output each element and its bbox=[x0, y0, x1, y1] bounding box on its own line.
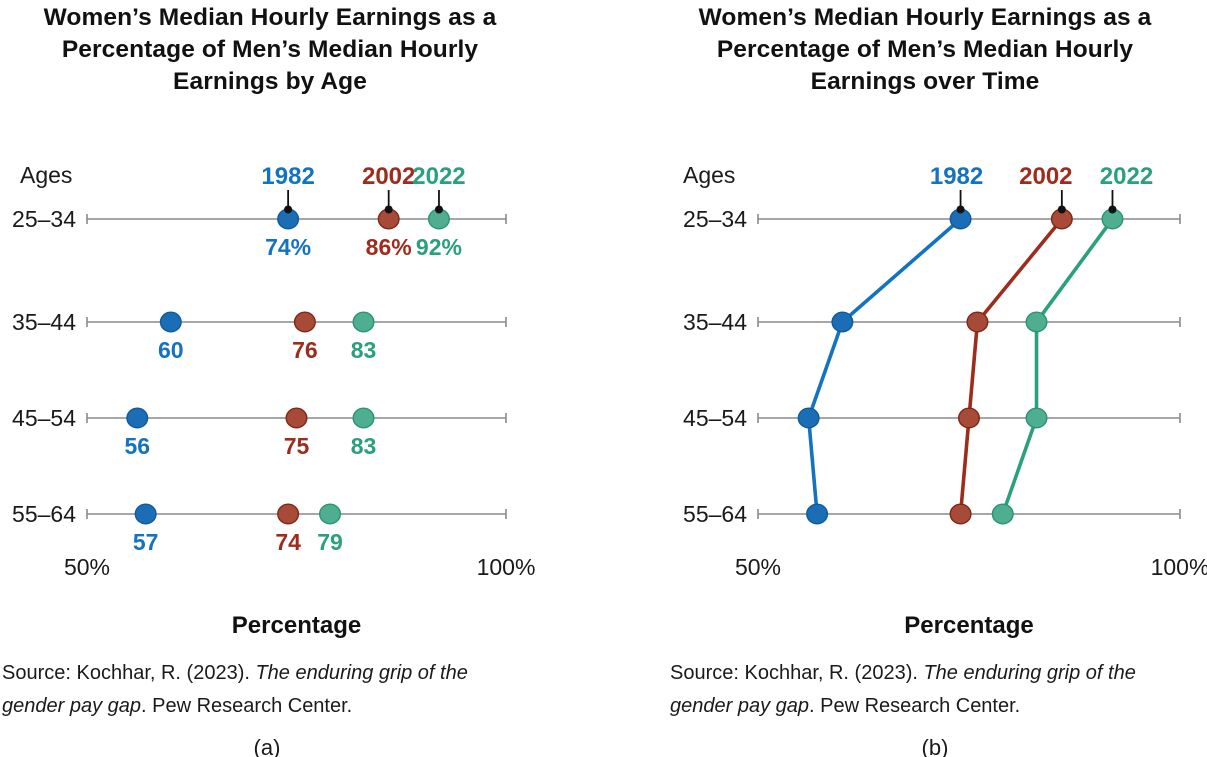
legend-leader-dot bbox=[1108, 205, 1117, 214]
panel-b: Ages 25–34 35–44 45–54 55–64 1982 2002 2022 50% 1… bbox=[683, 162, 1207, 639]
year-legend-label: 2022 bbox=[412, 163, 465, 190]
x-axis-title: Percentage bbox=[232, 612, 361, 639]
data-point bbox=[1025, 407, 1048, 429]
source-suffix: . Pew Research Center. bbox=[809, 695, 1021, 717]
data-point bbox=[319, 503, 342, 525]
age-group-label: 25–34 bbox=[12, 206, 76, 232]
x-tick-max: 100% bbox=[477, 554, 536, 580]
value-label: 75 bbox=[284, 433, 310, 459]
value-label: 86% bbox=[366, 234, 412, 260]
legend-leader-dot bbox=[434, 205, 443, 214]
chart-a-title: Women’s Median Hourly Earnings as a Perc… bbox=[43, 4, 497, 95]
age-group-label: 45–54 bbox=[12, 405, 76, 431]
source-suffix: . Pew Research Center. bbox=[141, 695, 353, 717]
age-group-label: 25–34 bbox=[683, 206, 747, 232]
data-point bbox=[949, 503, 972, 525]
age-group-label: 35–44 bbox=[12, 309, 76, 335]
data-point bbox=[806, 503, 829, 525]
data-point bbox=[293, 311, 316, 333]
year-legend-label: 2022 bbox=[1100, 163, 1153, 190]
chart-b-caption: (b) bbox=[921, 735, 949, 757]
age-group-label: 35–44 bbox=[683, 309, 747, 335]
data-point bbox=[352, 407, 375, 429]
legend-leader-dot bbox=[384, 205, 393, 214]
data-point bbox=[352, 311, 375, 333]
x-tick-max: 100% bbox=[1151, 554, 1207, 580]
value-label: 92% bbox=[416, 234, 462, 260]
value-label: 83 bbox=[351, 337, 377, 363]
value-label: 57 bbox=[133, 529, 159, 555]
series-line-2002 bbox=[958, 217, 1064, 516]
source-prefix: Source: Kochhar, R. (2023). bbox=[670, 662, 924, 684]
data-point bbox=[134, 503, 157, 525]
x-tick-min: 50% bbox=[64, 554, 110, 580]
x-tick-min: 50% bbox=[735, 554, 781, 580]
data-point bbox=[958, 407, 981, 429]
ages-label: Ages bbox=[683, 162, 735, 188]
age-group-label: 45–54 bbox=[683, 405, 747, 431]
chart-a-caption: (a) bbox=[253, 735, 281, 757]
x-axis-title: Percentage bbox=[904, 612, 1033, 639]
data-point bbox=[831, 311, 854, 333]
data-point bbox=[159, 311, 182, 333]
value-label: 79 bbox=[317, 529, 343, 555]
chart-b-source: Source: Kochhar, R. (2023). The enduring… bbox=[670, 657, 1205, 723]
source-title-part1: The enduring grip of the bbox=[923, 662, 1136, 684]
data-point bbox=[285, 407, 308, 429]
chart-b-title: Women’s Median Hourly Earnings as a Perc… bbox=[698, 4, 1152, 95]
source-title-part2: gender pay gap bbox=[2, 695, 142, 717]
year-legend-label: 2002 bbox=[362, 163, 415, 190]
data-point bbox=[966, 311, 989, 333]
age-group-label: 55–64 bbox=[683, 501, 747, 527]
legend-leader-dot bbox=[1057, 205, 1066, 214]
value-label: 74% bbox=[265, 234, 311, 260]
value-label: 76 bbox=[292, 337, 318, 363]
data-point bbox=[991, 503, 1014, 525]
source-prefix: Source: Kochhar, R. (2023). bbox=[2, 662, 256, 684]
chart-a-source: Source: Kochhar, R. (2023). The enduring… bbox=[2, 657, 537, 723]
data-point bbox=[797, 407, 820, 429]
value-label: 74 bbox=[275, 529, 301, 555]
age-group-label: 55–64 bbox=[12, 501, 76, 527]
data-point bbox=[126, 407, 149, 429]
legend-leader-dot bbox=[956, 205, 965, 214]
value-label: 83 bbox=[351, 433, 377, 459]
ages-label: Ages bbox=[20, 162, 72, 188]
data-point bbox=[1025, 311, 1048, 333]
value-label: 56 bbox=[124, 433, 150, 459]
source-title-part2: gender pay gap bbox=[670, 695, 810, 717]
year-legend-label: 1982 bbox=[261, 163, 314, 190]
value-label: 60 bbox=[158, 337, 184, 363]
year-legend-label: 2002 bbox=[1019, 163, 1072, 190]
data-point bbox=[277, 503, 300, 525]
source-title-part1: The enduring grip of the bbox=[255, 662, 468, 684]
series-line-2022 bbox=[1000, 217, 1115, 516]
series-line-1982 bbox=[806, 217, 963, 516]
year-legend-label: 1982 bbox=[930, 163, 983, 190]
panel-a: Ages 25–34 35–44 45–54 55–64 74% 60 56 57 86% 76 75… bbox=[12, 162, 535, 639]
legend-leader-dot bbox=[284, 205, 293, 214]
